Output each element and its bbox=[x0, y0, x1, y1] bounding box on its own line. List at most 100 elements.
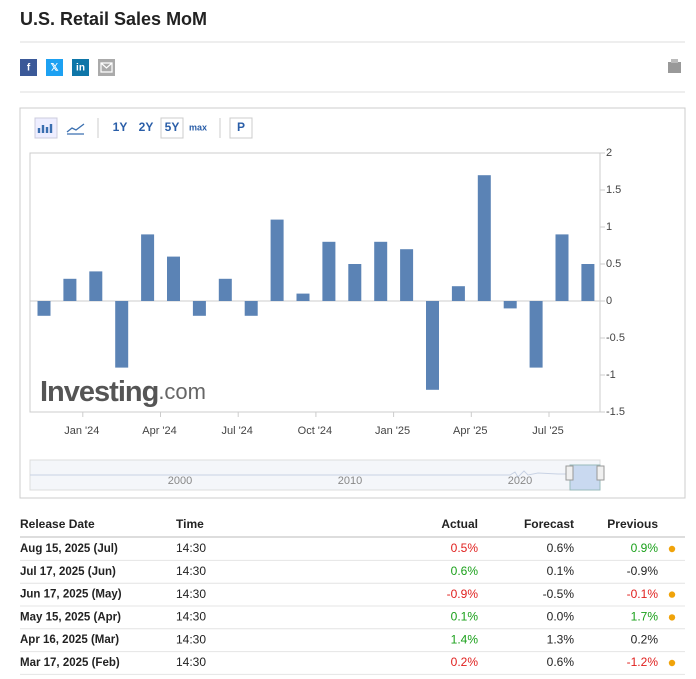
y-tick-label: 0.5 bbox=[606, 258, 621, 270]
y-tick-label: -0.5 bbox=[606, 332, 625, 344]
x-tick-label: Jan '25 bbox=[375, 425, 410, 437]
bar bbox=[270, 219, 284, 301]
share-label: f bbox=[27, 63, 31, 74]
p-button[interactable] bbox=[229, 117, 253, 139]
y-tick-label: 1.5 bbox=[606, 184, 621, 196]
bar bbox=[555, 234, 569, 301]
bar bbox=[426, 301, 439, 390]
cell-time: 14:30 bbox=[176, 655, 206, 669]
cell-actual: 0.6% bbox=[451, 564, 479, 578]
cell-actual: 0.1% bbox=[451, 610, 479, 624]
column-header: Actual bbox=[441, 517, 478, 531]
bar bbox=[167, 256, 180, 301]
bar bbox=[477, 175, 491, 301]
bar bbox=[218, 278, 232, 301]
cell-actual: 1.4% bbox=[451, 632, 479, 646]
range-button-active[interactable] bbox=[160, 117, 184, 139]
cell-date: Mar 17, 2025 (Feb) bbox=[20, 657, 120, 669]
share-button[interactable] bbox=[72, 59, 89, 76]
line-view-button[interactable] bbox=[66, 123, 85, 135]
navigator-label: 2000 bbox=[168, 475, 192, 487]
watermark-brand: Investing bbox=[40, 376, 158, 408]
print-button[interactable] bbox=[668, 62, 681, 73]
bar bbox=[529, 301, 543, 368]
navigator-line bbox=[30, 470, 598, 478]
navigator-handle[interactable] bbox=[596, 465, 605, 481]
cell-previous: 0.9% bbox=[631, 541, 659, 555]
page-title: U.S. Retail Sales MoM bbox=[20, 9, 207, 29]
x-tick-label: Jul '25 bbox=[532, 425, 563, 437]
y-tick-label: 1 bbox=[606, 221, 612, 233]
bar bbox=[322, 241, 336, 301]
bar bbox=[63, 278, 77, 301]
column-header: Forecast bbox=[524, 517, 574, 531]
range-button[interactable]: 2Y bbox=[139, 120, 154, 134]
watermark-suffix: .com bbox=[158, 379, 206, 404]
cell-date: Apr 16, 2025 (Mar) bbox=[20, 634, 119, 646]
x-tick-label: Jan '24 bbox=[64, 425, 99, 437]
column-header: Release Date bbox=[20, 517, 95, 531]
bar bbox=[89, 271, 103, 301]
bar bbox=[503, 301, 517, 309]
cell-actual: 0.2% bbox=[451, 655, 479, 669]
watermark: Investing.com bbox=[40, 376, 206, 408]
bar bbox=[348, 264, 362, 301]
cell-time: 14:30 bbox=[176, 541, 206, 555]
column-header: Previous bbox=[607, 517, 658, 531]
cell-previous: -1.2% bbox=[627, 655, 659, 669]
cell-previous: 1.7% bbox=[631, 610, 659, 624]
cell-forecast: -0.5% bbox=[543, 587, 575, 601]
bar bbox=[374, 241, 388, 301]
cell-date: Jun 17, 2025 (May) bbox=[20, 589, 122, 601]
bar bbox=[37, 301, 51, 316]
share-label: in bbox=[76, 63, 85, 74]
bar bbox=[192, 301, 206, 316]
cell-forecast: 0.6% bbox=[547, 655, 575, 669]
print-icon bbox=[671, 59, 678, 63]
revised-dot bbox=[668, 591, 676, 598]
cell-time: 14:30 bbox=[176, 610, 206, 624]
cell-forecast: 0.6% bbox=[547, 541, 575, 555]
bar bbox=[141, 234, 155, 301]
navigator-window[interactable] bbox=[569, 464, 601, 491]
range-button[interactable]: 5Y bbox=[165, 120, 180, 134]
share-button[interactable] bbox=[46, 59, 63, 76]
cell-actual: -0.9% bbox=[447, 587, 479, 601]
y-tick-label: 2 bbox=[606, 147, 612, 159]
y-tick-label: -1.5 bbox=[606, 406, 625, 418]
cell-date: Jul 17, 2025 (Jun) bbox=[20, 566, 116, 578]
range-button[interactable]: 1Y bbox=[113, 120, 128, 134]
cell-time: 14:30 bbox=[176, 564, 206, 578]
email-icon bbox=[100, 62, 113, 73]
revised-dot bbox=[668, 659, 676, 667]
revised-dot bbox=[668, 614, 676, 621]
bar-icon bbox=[37, 124, 53, 133]
bar bbox=[244, 301, 258, 316]
cell-forecast: 0.1% bbox=[547, 564, 575, 578]
p-label: P bbox=[237, 120, 245, 134]
x-tick-label: Apr '24 bbox=[142, 425, 177, 437]
x-tick-label: Apr '25 bbox=[453, 425, 488, 437]
share-label: 𝕏 bbox=[50, 63, 58, 74]
range-button[interactable]: max bbox=[189, 122, 207, 132]
revised-dot bbox=[668, 545, 676, 553]
cell-time: 14:30 bbox=[176, 632, 206, 646]
x-tick-label: Oct '24 bbox=[298, 425, 333, 437]
navigator-handle[interactable] bbox=[565, 465, 574, 481]
cell-forecast: 1.3% bbox=[547, 632, 575, 646]
cell-actual: 0.5% bbox=[451, 541, 479, 555]
share-button[interactable] bbox=[20, 59, 37, 76]
cell-forecast: 0.0% bbox=[547, 610, 575, 624]
cell-time: 14:30 bbox=[176, 587, 206, 601]
navigator-label: 2010 bbox=[338, 475, 362, 487]
y-tick-label: 0 bbox=[606, 295, 612, 307]
bar bbox=[115, 301, 129, 368]
cell-previous: 0.2% bbox=[631, 632, 659, 646]
navigator-label: 2020 bbox=[508, 475, 532, 487]
bar bbox=[400, 249, 414, 301]
bar bbox=[296, 293, 310, 301]
column-header: Time bbox=[176, 517, 204, 531]
bar bbox=[451, 286, 465, 301]
